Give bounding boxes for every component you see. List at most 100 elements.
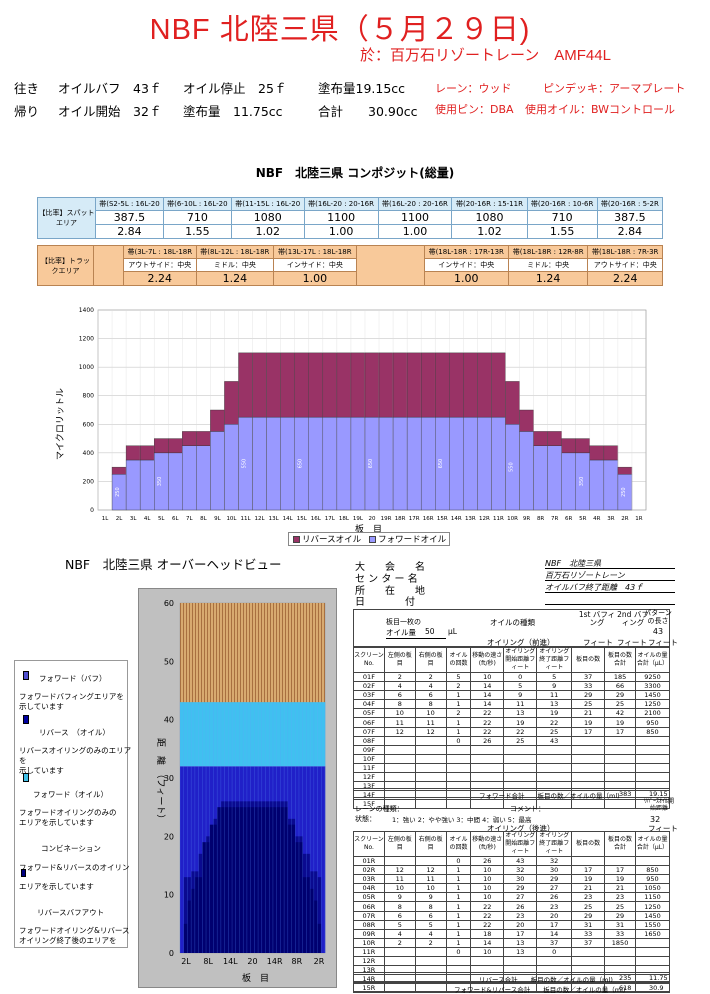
table-cell: 1 (445, 883, 472, 894)
table-cell: 22 (503, 726, 538, 737)
table-cell: 20 (503, 919, 538, 930)
table-cell: 03R (353, 874, 385, 885)
reverse-bar (196, 431, 211, 446)
track-position: インサイド：中央 (273, 258, 357, 272)
legend-rev-oil: リバース （オイル） (39, 728, 110, 737)
table-cell: 0 (445, 855, 472, 867)
outbound-amount: 塗布量19.15cc (318, 81, 406, 96)
track-ratio: 1.24 (507, 271, 589, 286)
table-cell (470, 772, 505, 783)
x-tick-label: 8R (537, 516, 544, 522)
fwd-buff2: 2nd バフィング (617, 610, 649, 627)
table-cell: 22 (470, 726, 505, 737)
reverse-bar (111, 466, 127, 475)
table-cell (414, 983, 447, 994)
table-cell (445, 753, 472, 764)
fwd-sum-row: フォワード合計 板目の数／オイルの量（ml) 383 19.15 (353, 788, 670, 800)
table-cell: 06R (353, 901, 385, 912)
forward-swatch-icon (369, 536, 377, 543)
table-cell: 11 (383, 717, 416, 728)
col-header: 板目の数 (571, 647, 606, 673)
forward-bar (168, 452, 183, 511)
table-cell: 33 (571, 928, 606, 939)
table-cell (383, 855, 416, 867)
table-cell: 37 (571, 937, 606, 948)
rev-oil-swatch-icon (23, 715, 29, 724)
table-cell: 21 (571, 883, 606, 894)
spot-range: 帯(20-16R : 15-11R (451, 197, 528, 211)
table-row: 01R 0 26 43 32 (353, 855, 670, 867)
x-tick-label: 2R (621, 516, 628, 522)
table-cell (635, 744, 670, 755)
table-row: 11R 0 10 13 0 (353, 946, 670, 958)
table-cell: 2 (383, 937, 416, 948)
reverse-bar (505, 381, 520, 425)
table-cell: 25 (503, 735, 538, 746)
forward-bar (477, 416, 492, 511)
table-cell: 22 (470, 901, 505, 912)
venue-subtitle: 於：百万石リゾートレーン AMF44L (360, 47, 611, 64)
table-cell: 22 (470, 717, 505, 728)
table-cell: 5 (503, 681, 538, 692)
table-cell: 29 (503, 883, 538, 894)
table-cell: 11 (503, 699, 538, 710)
table-row: 04R 10 10 1 10 29 27 21 21 1050 (353, 883, 670, 894)
table-cell: 25 (536, 726, 573, 737)
table-cell: 13 (536, 699, 573, 710)
reverse-swatch-icon (293, 536, 300, 543)
col-header: スクリーンNo. (353, 831, 385, 857)
table-cell: 4 (383, 928, 416, 939)
table-cell: 10R (353, 937, 385, 948)
track-ratio: 2.24 (587, 271, 663, 286)
track-ratio-table: 【比率】トラックエリア 帯(3L-7L : 18L-18R 帯(8L-12L :… (37, 245, 663, 286)
table-cell: 42 (604, 708, 636, 719)
oh-x-tick: 8R (292, 957, 303, 966)
table-cell: 19 (571, 717, 606, 728)
table-cell: 1 (445, 699, 472, 710)
table-cell: 22 (470, 910, 505, 921)
track-position: インサイド：中央 (423, 258, 509, 272)
legend-fwd-oil: フォワード（オイル） (33, 790, 108, 799)
table-cell (604, 855, 636, 867)
info-key: 日 付 (355, 597, 415, 608)
fwd-unit: μL (448, 627, 457, 636)
spot-total: 1100 (377, 210, 453, 225)
table-cell: 6 (414, 910, 447, 921)
table-cell: 1 (445, 928, 472, 939)
table-cell: 29 (604, 690, 636, 701)
table-cell: 32 (536, 855, 573, 867)
table-cell (635, 762, 670, 774)
chart-legend: リバースオイル フォワードオイル (288, 532, 450, 546)
table-cell (414, 735, 447, 746)
table-cell: 21 (604, 883, 636, 894)
reverse-bar (420, 352, 436, 418)
info-key: 所 在 地 (355, 586, 425, 597)
table-cell: 5 (536, 671, 573, 683)
table-cell: 1 (445, 901, 472, 912)
x-tick-label: 11L (240, 516, 251, 522)
fwd-sum-label: フォワード合計 板目の数／オイルの量（ml) (479, 792, 620, 800)
table-cell: 1550 (635, 919, 670, 930)
reverse-bar (280, 352, 295, 418)
track-range: 帯(18L-18R : 7R-3R (587, 245, 663, 259)
rev-comment: コメント： (510, 805, 545, 813)
forward-bar (139, 459, 155, 511)
table-cell: 11R (353, 946, 385, 958)
table-cell: 26 (470, 855, 505, 867)
table-cell: 20 (536, 910, 573, 921)
col-header: 右側の板目 (414, 831, 447, 857)
overhead-xlabel: 板 目 (242, 972, 269, 984)
table-row: 03R 11 11 1 10 30 29 19 19 950 (353, 874, 670, 885)
table-row: 06R 8 8 1 22 26 23 25 25 1250 (353, 901, 670, 912)
table-cell: 2 (383, 671, 416, 683)
table-cell: 25 (571, 699, 606, 710)
rev-section-title: オイリング（後進） (487, 824, 555, 833)
rev-sum-oil: 11.75 (649, 974, 668, 982)
x-tick-label: 19L (353, 516, 364, 522)
x-tick-label: 15R (437, 516, 448, 522)
bar-value-label: 350 (579, 477, 585, 487)
return-label: 帰り (14, 104, 40, 119)
forward-bar (308, 416, 324, 511)
legend-text: フォワードバフィングエリアを (19, 692, 124, 701)
table-cell (635, 855, 670, 867)
